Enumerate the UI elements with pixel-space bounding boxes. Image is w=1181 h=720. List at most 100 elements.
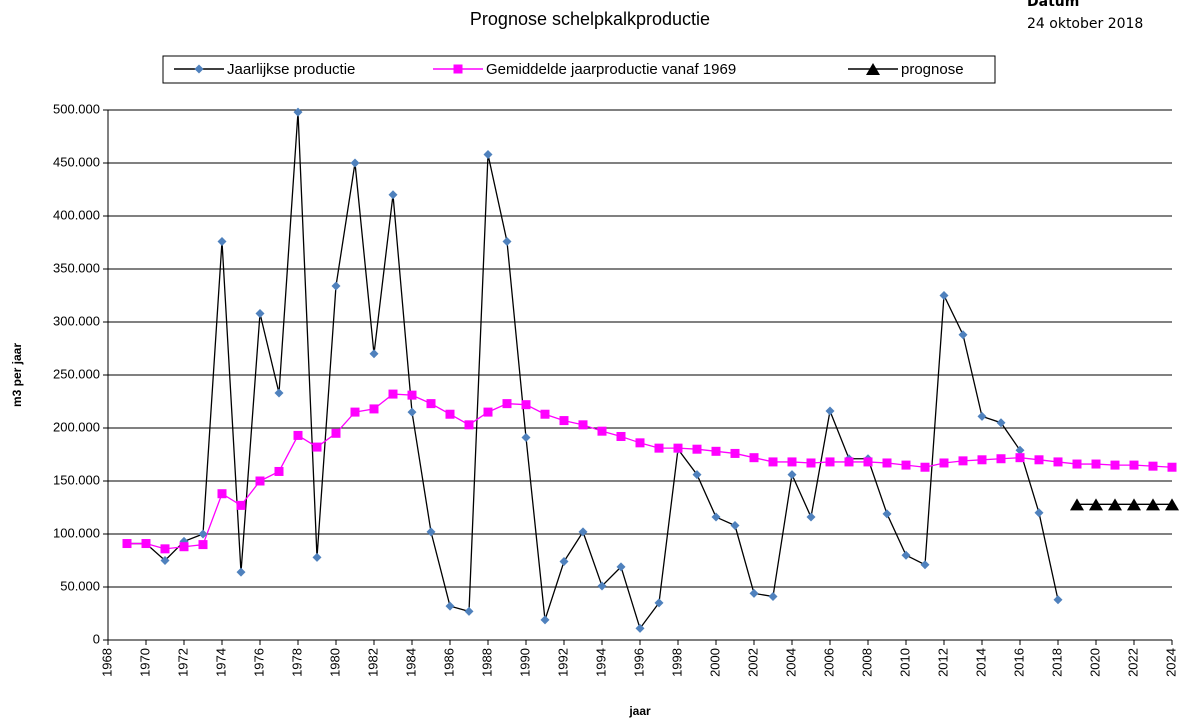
point xyxy=(1110,460,1120,470)
point xyxy=(654,598,664,608)
y-axis-title: m3 per jaar xyxy=(10,343,24,407)
point xyxy=(1167,462,1177,472)
x-tick-label: 1972 xyxy=(175,648,190,677)
x-tick-label: 1994 xyxy=(593,648,608,677)
y-tick-label: 250.000 xyxy=(53,366,100,381)
x-tick-label: 2004 xyxy=(783,648,798,677)
point xyxy=(369,349,379,359)
point xyxy=(540,615,550,625)
x-tick-label: 2002 xyxy=(745,648,760,677)
point xyxy=(445,409,455,419)
legend-marker xyxy=(194,64,204,74)
x-tick-label: 2018 xyxy=(1049,648,1064,677)
point xyxy=(293,107,303,117)
x-tick-label: 2020 xyxy=(1087,648,1102,677)
point xyxy=(1165,498,1179,511)
point xyxy=(274,466,284,476)
point xyxy=(1034,508,1044,518)
x-tick-label: 1986 xyxy=(441,648,456,677)
point xyxy=(958,330,968,340)
x-tick-label: 1980 xyxy=(327,648,342,677)
point xyxy=(597,581,607,591)
point xyxy=(407,390,417,400)
point xyxy=(1091,459,1101,469)
point xyxy=(160,544,170,554)
x-tick-label: 1996 xyxy=(631,648,646,677)
point xyxy=(977,411,987,421)
point xyxy=(331,281,341,291)
legend-label: Gemiddelde jaarproductie vanaf 1969 xyxy=(486,61,736,78)
point xyxy=(749,453,759,463)
y-tick-label: 100.000 xyxy=(53,525,100,540)
point xyxy=(825,457,835,467)
point xyxy=(236,500,246,510)
point xyxy=(1129,460,1139,470)
point xyxy=(996,418,1006,428)
point xyxy=(920,462,930,472)
point xyxy=(369,404,379,414)
point xyxy=(388,190,398,200)
point xyxy=(312,442,322,452)
x-tick-label: 1978 xyxy=(289,648,304,677)
point xyxy=(825,406,835,416)
date-label: Datum xyxy=(1027,0,1079,10)
y-tick-label: 350.000 xyxy=(53,260,100,275)
point xyxy=(217,236,227,246)
y-tick-label: 200.000 xyxy=(53,419,100,434)
point xyxy=(521,433,531,443)
x-tick-label: 2016 xyxy=(1011,648,1026,677)
y-tick-label: 50.000 xyxy=(60,578,100,593)
point xyxy=(160,556,170,565)
point xyxy=(635,438,645,448)
point xyxy=(293,430,303,440)
point xyxy=(540,409,550,419)
point xyxy=(464,420,474,430)
y-tick-label: 300.000 xyxy=(53,313,100,328)
x-tick-label: 2014 xyxy=(973,648,988,677)
point xyxy=(198,529,208,539)
point xyxy=(426,527,436,537)
point xyxy=(749,588,759,598)
point xyxy=(255,309,265,319)
point xyxy=(730,521,740,531)
y-tick-label: 0 xyxy=(93,631,100,646)
point xyxy=(939,458,949,468)
point xyxy=(1015,453,1025,463)
point xyxy=(198,540,208,550)
legend-label: prognose xyxy=(901,61,964,78)
point xyxy=(578,420,588,430)
x-tick-label: 2012 xyxy=(935,648,950,677)
point xyxy=(559,557,569,567)
point xyxy=(141,539,151,549)
point xyxy=(863,457,873,467)
x-tick-label: 2022 xyxy=(1125,648,1140,677)
point xyxy=(711,512,721,522)
point xyxy=(255,476,265,486)
point xyxy=(901,460,911,470)
point xyxy=(1108,498,1122,511)
point xyxy=(787,470,797,480)
x-axis-title: jaar xyxy=(628,704,651,718)
y-tick-label: 150.000 xyxy=(53,472,100,487)
point xyxy=(616,431,626,441)
point xyxy=(1015,445,1025,455)
x-tick-label: 1992 xyxy=(555,648,570,677)
point xyxy=(464,606,474,616)
point xyxy=(217,489,227,499)
point xyxy=(407,407,417,417)
x-tick-label: 1970 xyxy=(137,648,152,677)
point xyxy=(1034,455,1044,465)
point xyxy=(996,454,1006,464)
point xyxy=(483,407,493,417)
y-tick-label: 450.000 xyxy=(53,154,100,169)
point xyxy=(1089,498,1103,511)
legend-marker xyxy=(866,63,880,75)
point xyxy=(806,458,816,468)
point xyxy=(882,458,892,468)
point xyxy=(787,457,797,467)
point xyxy=(1070,498,1084,511)
x-tick-label: 2008 xyxy=(859,648,874,677)
point xyxy=(673,443,683,453)
point xyxy=(502,399,512,409)
